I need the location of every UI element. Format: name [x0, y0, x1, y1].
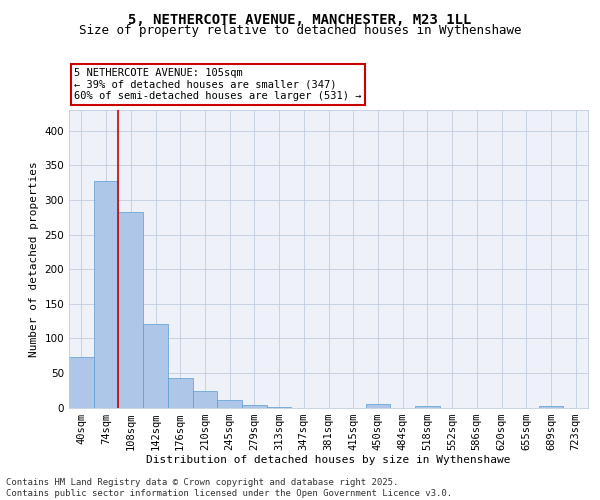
- Y-axis label: Number of detached properties: Number of detached properties: [29, 161, 39, 356]
- Text: Size of property relative to detached houses in Wythenshawe: Size of property relative to detached ho…: [79, 24, 521, 37]
- Bar: [143, 324, 168, 407]
- Bar: [242, 404, 267, 407]
- Bar: [168, 378, 193, 408]
- Bar: [69, 357, 94, 408]
- X-axis label: Distribution of detached houses by size in Wythenshawe: Distribution of detached houses by size …: [146, 456, 511, 466]
- Text: 5, NETHERCOTE AVENUE, MANCHESTER, M23 1LL: 5, NETHERCOTE AVENUE, MANCHESTER, M23 1L…: [128, 12, 472, 26]
- Bar: [365, 404, 390, 407]
- Bar: [267, 407, 292, 408]
- Bar: [193, 391, 217, 407]
- Bar: [539, 406, 563, 407]
- Text: Contains HM Land Registry data © Crown copyright and database right 2025.
Contai: Contains HM Land Registry data © Crown c…: [6, 478, 452, 498]
- Bar: [415, 406, 440, 407]
- Text: 5 NETHERCOTE AVENUE: 105sqm
← 39% of detached houses are smaller (347)
60% of se: 5 NETHERCOTE AVENUE: 105sqm ← 39% of det…: [74, 68, 362, 101]
- Bar: [217, 400, 242, 407]
- Bar: [94, 182, 118, 408]
- Bar: [118, 212, 143, 408]
